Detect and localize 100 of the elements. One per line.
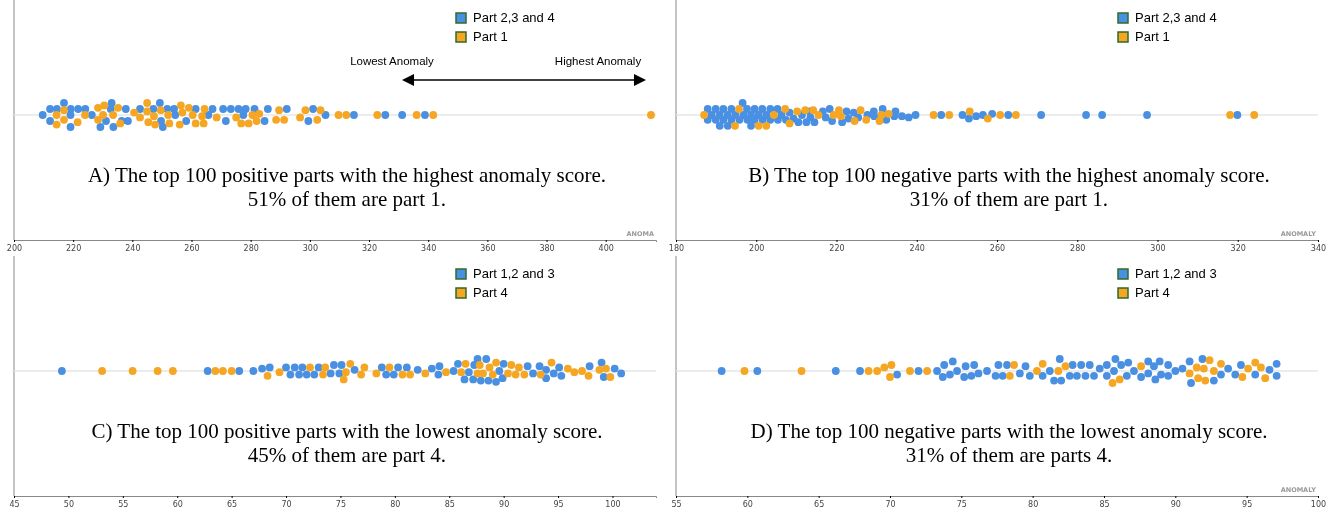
point <box>454 359 462 368</box>
x-tick-label: 90 <box>499 499 510 509</box>
x-tick-label: 240 <box>909 243 925 253</box>
point <box>341 368 350 377</box>
point <box>499 359 508 368</box>
point <box>829 111 838 119</box>
point <box>1061 362 1070 371</box>
x-tick-label: 45 <box>9 499 20 509</box>
point <box>81 111 89 119</box>
point <box>87 111 96 119</box>
point <box>282 363 290 372</box>
text: 31% of them are part 1. <box>909 187 1109 211</box>
point <box>74 105 83 113</box>
point <box>168 367 177 375</box>
point <box>983 114 992 123</box>
point <box>1201 376 1210 385</box>
point <box>1038 359 1047 368</box>
x-tick-label: 100 <box>605 499 621 509</box>
point <box>887 361 896 369</box>
x-tick-label: 200 <box>749 243 765 253</box>
point <box>60 106 68 115</box>
point <box>535 362 544 371</box>
point <box>434 370 443 379</box>
point <box>460 375 469 384</box>
point <box>96 123 105 131</box>
point <box>263 371 272 380</box>
point <box>965 107 974 116</box>
point <box>219 367 227 375</box>
point <box>156 106 165 115</box>
point <box>1137 362 1145 371</box>
point <box>1115 375 1124 384</box>
point <box>464 368 473 377</box>
x-tick-label: 55 <box>671 499 682 509</box>
x-tick-label: 60 <box>172 499 183 509</box>
point <box>221 117 230 125</box>
point <box>248 111 257 119</box>
point <box>1261 374 1270 383</box>
point <box>188 111 197 119</box>
point <box>880 363 889 372</box>
point <box>570 368 579 377</box>
point <box>339 375 348 384</box>
point <box>252 117 261 125</box>
point <box>406 370 414 379</box>
x-tick-label: 340 <box>421 243 437 253</box>
point <box>427 364 436 373</box>
point <box>373 111 382 119</box>
point <box>109 123 118 131</box>
x-tick-label: 50 <box>63 499 74 509</box>
point <box>184 103 193 112</box>
point <box>46 117 54 125</box>
point <box>469 375 478 384</box>
point <box>171 111 180 119</box>
text: 51% of them are part 1. <box>247 187 447 211</box>
text: D) The top 100 negative parts with the lowest anomaly score. <box>750 419 1268 443</box>
point <box>263 105 272 113</box>
point <box>306 363 314 372</box>
point <box>144 118 153 127</box>
point <box>536 370 545 379</box>
point <box>46 105 54 113</box>
legend-label: Part 1 <box>1135 29 1170 44</box>
point <box>153 367 162 375</box>
point <box>60 99 68 107</box>
x-tick-label: 75 <box>335 499 347 509</box>
legend-label: Part 1,2 and 3 <box>473 266 555 281</box>
legend-label: Part 2,3 and 4 <box>1135 10 1217 25</box>
point <box>398 111 407 119</box>
point <box>272 115 281 124</box>
point <box>175 120 184 129</box>
text: 45% of them are part 4. <box>247 443 447 467</box>
point <box>296 113 304 122</box>
point <box>265 363 274 372</box>
point <box>394 363 403 372</box>
point <box>208 105 217 113</box>
point <box>1257 363 1265 372</box>
point <box>1205 356 1214 365</box>
point <box>255 109 264 118</box>
point <box>102 117 110 125</box>
point <box>357 370 366 379</box>
point <box>99 111 107 119</box>
point <box>809 106 818 115</box>
point <box>856 106 865 115</box>
point <box>182 117 191 125</box>
point <box>121 105 130 113</box>
point <box>523 362 532 371</box>
point <box>515 363 523 372</box>
point <box>203 367 212 375</box>
point <box>412 111 421 119</box>
point <box>1250 111 1259 119</box>
x-tick-label: 280 <box>243 243 259 253</box>
point <box>884 109 893 118</box>
point <box>290 363 299 372</box>
point <box>555 363 564 372</box>
point <box>382 370 391 379</box>
point <box>475 361 484 369</box>
point <box>211 367 220 375</box>
point <box>449 367 458 375</box>
x-tick-label: 220 <box>829 243 845 253</box>
point <box>66 123 75 131</box>
point <box>886 373 894 381</box>
point <box>275 106 283 115</box>
